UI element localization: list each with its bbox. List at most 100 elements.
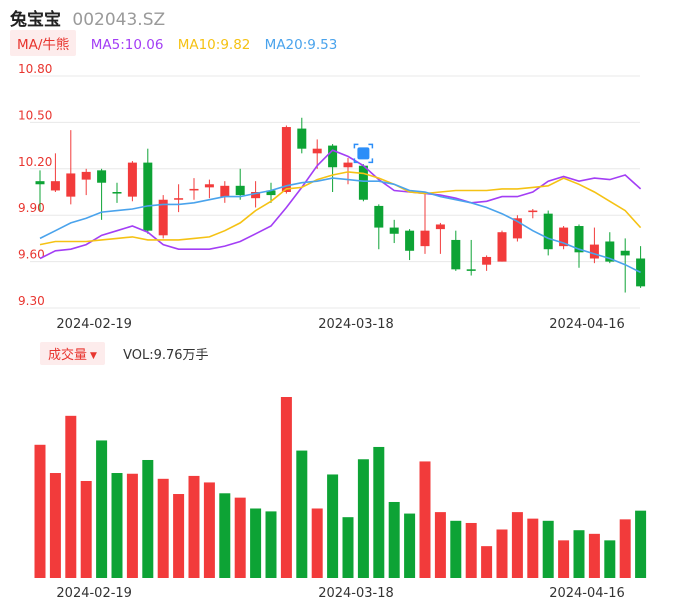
volume-value: VOL:9.76万手 <box>123 348 209 363</box>
candle-body <box>97 170 107 183</box>
candle-body <box>605 241 615 262</box>
candle-body <box>266 190 276 196</box>
candle-body <box>143 162 153 231</box>
volume-bar <box>96 440 108 578</box>
price-date-label: 2024-03-18 <box>318 317 394 332</box>
candle-body <box>174 198 184 200</box>
volume-bar <box>188 475 200 578</box>
candle-body <box>389 227 399 234</box>
candle-body <box>235 185 245 196</box>
candle-body <box>204 184 214 188</box>
candle-body <box>189 188 199 191</box>
volume-bar <box>434 512 446 578</box>
candle-body <box>112 192 122 194</box>
legend-ma10: MA10:9.82 <box>177 37 251 53</box>
volume-bar <box>619 519 631 578</box>
candle-body <box>482 256 492 265</box>
volume-bar <box>573 530 585 578</box>
volume-bar <box>327 474 339 578</box>
volume-bar <box>342 517 354 578</box>
volume-indicator-button[interactable]: 成交量 ▼ <box>40 342 105 365</box>
price-tick-label: 9.30 <box>18 294 45 308</box>
price-date-label: 2024-04-16 <box>549 317 625 332</box>
volume-bar <box>604 540 616 578</box>
stock-name: 兔宝宝 <box>10 10 61 30</box>
price-date-label: 2024-02-19 <box>56 317 132 332</box>
volume-bar <box>527 518 539 578</box>
ma-line-ma10 <box>39 171 642 246</box>
volume-bar <box>373 446 385 578</box>
candle-body <box>358 165 368 200</box>
volume-bar <box>511 512 523 578</box>
volume-bar <box>65 415 77 578</box>
price-tick-label: 10.80 <box>18 62 52 76</box>
volume-bar <box>80 480 92 578</box>
price-tick-label: 9.60 <box>18 248 45 262</box>
candle-body <box>220 185 230 197</box>
volume-bar <box>357 459 369 578</box>
candle-body <box>343 162 353 168</box>
volume-bar <box>203 482 215 578</box>
ma-toggle-button[interactable]: MA/牛熊 <box>10 30 77 56</box>
candle-body <box>297 128 307 149</box>
candle-body <box>451 239 461 270</box>
volume-bar <box>311 508 323 578</box>
volume-bar <box>558 540 570 578</box>
volume-bar <box>419 461 431 578</box>
volume-bar <box>542 520 554 578</box>
volume-bar <box>111 473 123 578</box>
volume-bar <box>280 397 292 578</box>
price-tick-label: 9.90 <box>18 201 45 215</box>
legend-ma5: MA5:10.06 <box>90 37 164 53</box>
candle-body <box>466 269 476 271</box>
volume-bar <box>388 501 400 578</box>
volume-bar <box>296 450 308 578</box>
volume-bar <box>265 511 277 578</box>
price-tick-label: 10.20 <box>18 155 52 169</box>
ma-legend: MA/牛熊 MA5:10.06 MA10:9.82 MA20:9.53 <box>10 30 338 56</box>
volume-bar <box>234 497 246 578</box>
volume-bar <box>450 520 462 578</box>
candle-body <box>405 230 415 251</box>
candle-body <box>158 199 168 236</box>
volume-bar <box>588 533 600 578</box>
volume-date-label: 2024-03-18 <box>318 586 394 601</box>
legend-ma20: MA20:9.53 <box>264 37 338 53</box>
volume-bar <box>635 510 647 578</box>
candle-body <box>543 213 553 250</box>
volume-bar <box>34 444 46 578</box>
volume-bar <box>219 493 231 578</box>
candle-body <box>127 162 137 197</box>
candle-body <box>559 227 569 247</box>
chart-title: 兔宝宝 002043.SZ <box>10 5 165 30</box>
volume-bar <box>157 478 169 578</box>
volume-bar <box>496 529 508 578</box>
volume-bar <box>481 546 493 578</box>
volume-bar <box>126 473 138 578</box>
volume-header: 成交量 ▼ VOL:9.76万手 <box>40 342 209 365</box>
candle-body <box>328 145 338 168</box>
event-marker-icon <box>353 143 374 164</box>
candle-body <box>66 173 76 197</box>
candle-body <box>497 232 507 262</box>
candle-body <box>251 192 261 199</box>
candle-body <box>50 181 60 191</box>
candle-body <box>420 230 430 247</box>
volume-date-label: 2024-02-19 <box>56 586 132 601</box>
candle-body <box>636 258 646 287</box>
candle-body <box>435 224 445 230</box>
ma-line-ma20 <box>39 177 641 274</box>
volume-bar <box>250 508 262 578</box>
price-tick-label: 10.50 <box>18 108 52 122</box>
candle-body <box>374 205 384 228</box>
candle-body <box>620 250 630 256</box>
candle-body <box>281 127 291 192</box>
dropdown-caret-icon: ▼ <box>90 351 97 361</box>
candle-body <box>528 210 538 213</box>
candle-body <box>312 148 322 154</box>
candle-body <box>35 181 45 185</box>
candle-body <box>512 218 522 239</box>
candle-body <box>589 244 599 259</box>
stock-code: 002043.SZ <box>72 10 166 30</box>
